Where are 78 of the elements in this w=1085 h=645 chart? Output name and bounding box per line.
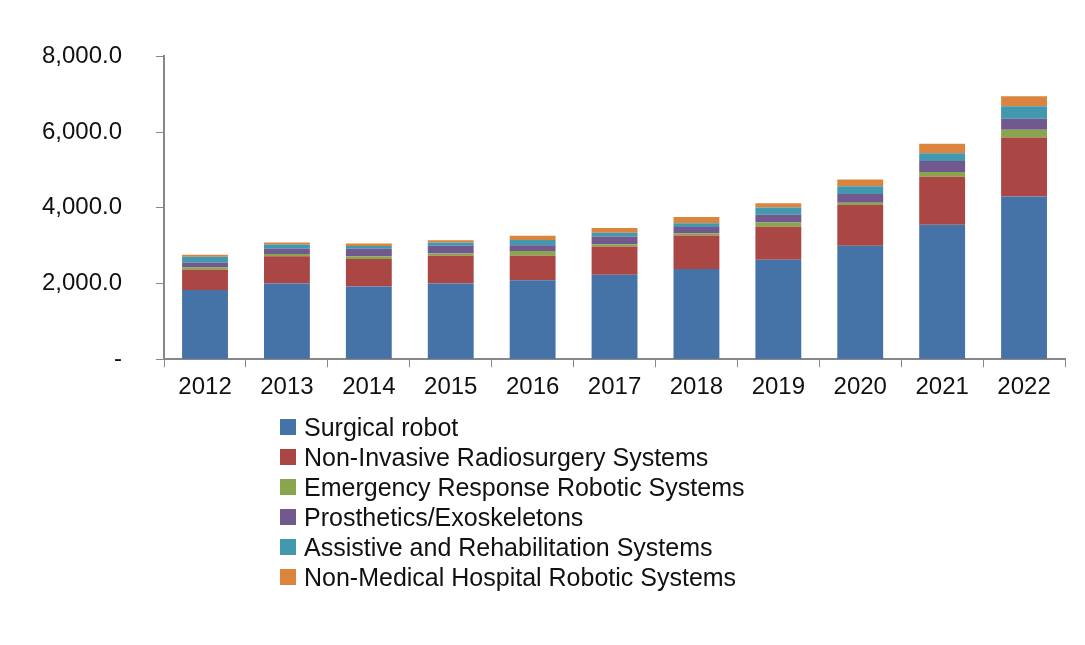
bar (837, 186, 884, 194)
x-tick-label: 2022 (997, 372, 1051, 400)
bar (755, 203, 802, 208)
bar (591, 274, 638, 359)
bar (509, 239, 556, 246)
bar (345, 248, 392, 257)
bar (182, 256, 228, 263)
bar (182, 267, 228, 270)
bar (264, 256, 310, 284)
bar (919, 143, 966, 154)
bar (345, 256, 392, 259)
bar (919, 161, 966, 173)
bar (591, 236, 638, 245)
bar (509, 250, 556, 256)
x-tick-label: 2016 (505, 372, 560, 400)
bar (1001, 196, 1047, 359)
bar (509, 235, 556, 240)
bar (182, 289, 228, 359)
bar (264, 283, 310, 359)
x-tick-label: 2021 (915, 372, 969, 400)
bar (1001, 137, 1047, 197)
legend-label: Non-Medical Hospital Robotic Systems (304, 562, 737, 592)
y-tick-label: 8,000.0 (42, 41, 123, 69)
x-tick-label: 2019 (751, 372, 806, 400)
y-tick-label: - (114, 343, 123, 371)
bar (1001, 106, 1047, 119)
bar (591, 246, 638, 275)
bar (919, 176, 966, 225)
legend-label: Emergency Response Robotic Systems (304, 472, 745, 502)
bar (673, 227, 720, 234)
bar (755, 226, 802, 260)
bar (837, 245, 884, 359)
x-tick-label: 2012 (178, 372, 232, 400)
bar (427, 283, 474, 359)
bar (509, 280, 556, 359)
bar (591, 228, 638, 233)
y-tick-label: 2,000.0 (42, 268, 123, 296)
bar (755, 207, 802, 215)
bar (919, 153, 966, 162)
bar (427, 255, 474, 284)
bar (1001, 96, 1047, 107)
bar (919, 172, 966, 177)
bar (837, 204, 884, 246)
x-tick-label: 2013 (260, 372, 314, 400)
bar (673, 233, 720, 236)
bar (1001, 118, 1047, 130)
bar (837, 179, 884, 187)
x-tick-label: 2015 (424, 372, 478, 400)
bar (591, 244, 638, 247)
bar (1001, 129, 1047, 138)
bar (755, 259, 802, 359)
bar (264, 244, 310, 249)
legend-label: Surgical robot (304, 412, 459, 442)
y-tick-label: 6,000.0 (42, 116, 123, 144)
bar (673, 216, 720, 224)
bar (345, 286, 392, 359)
x-tick-label: 2018 (669, 372, 724, 400)
bar (509, 245, 556, 251)
bar (182, 269, 228, 290)
x-tick-label: 2020 (833, 372, 887, 400)
bar (345, 258, 392, 287)
legend-label: Assistive and Rehabilitation Systems (304, 532, 713, 562)
bar (591, 232, 638, 237)
bar (673, 235, 720, 270)
x-tick-label: 2014 (342, 372, 396, 400)
bar (755, 222, 802, 227)
y-tick-label: 4,000.0 (42, 192, 123, 220)
legend-label: Prosthetics/Exoskeletons (304, 502, 584, 532)
bar (919, 224, 966, 359)
bar (427, 245, 474, 254)
bar (673, 223, 720, 228)
bar (264, 248, 310, 254)
x-tick-label: 2017 (587, 372, 642, 400)
bar (673, 269, 720, 359)
bar (509, 255, 556, 281)
bar (837, 193, 884, 203)
bar (755, 214, 802, 223)
legend-label: Non-Invasive Radiosurgery Systems (304, 442, 709, 472)
